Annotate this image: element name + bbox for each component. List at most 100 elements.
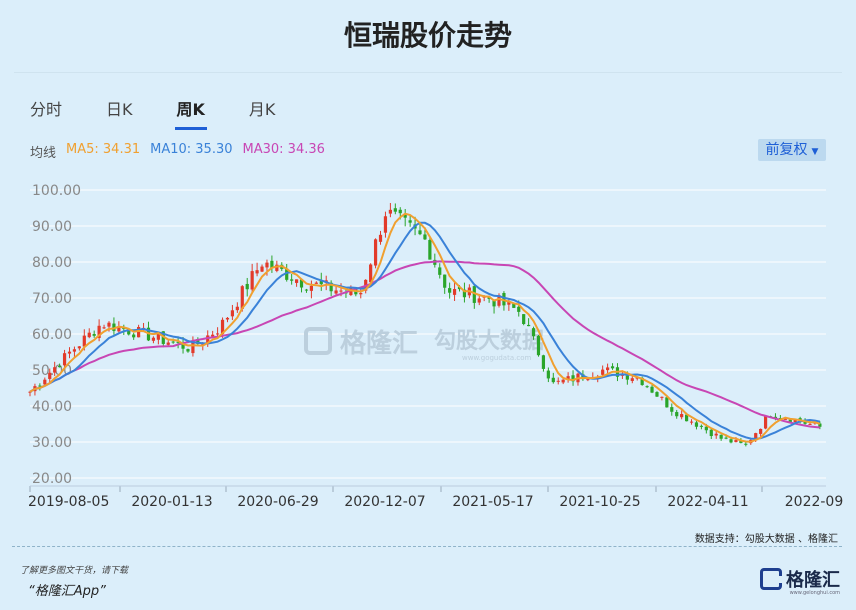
candle-body <box>536 335 541 356</box>
brand-url: www.gelonghui.com <box>789 590 840 596</box>
brand-mark-icon <box>760 568 782 590</box>
candle-body <box>220 319 225 335</box>
candle-body <box>689 421 694 423</box>
candle-body <box>270 260 274 269</box>
candle-body <box>230 310 235 317</box>
candle-body <box>28 391 32 393</box>
legend-ma10: MA10: 35.30 <box>150 142 233 157</box>
brand-logo: 格隆汇 www.gelonghui.com <box>760 566 840 596</box>
source-note: 数据支持：勾股大数据 、格隆汇 <box>694 534 838 545</box>
candle-body <box>640 377 644 386</box>
chart-title: 恒瑞股价走势 <box>343 19 512 52</box>
candle-body <box>793 419 797 423</box>
candle-body <box>675 412 679 417</box>
candle-body <box>359 293 363 295</box>
y-tick-label: 90.00 <box>32 219 72 235</box>
candle-body <box>418 230 422 235</box>
candle-body <box>408 220 412 223</box>
candle-body <box>181 342 185 349</box>
candle-body <box>191 340 195 354</box>
chevron-down-icon: ▼ <box>811 147 819 157</box>
watermark-logo-icon <box>304 327 332 355</box>
candle-body <box>403 213 407 218</box>
candle-body <box>378 234 383 242</box>
candle-body <box>43 379 47 385</box>
candle-body <box>265 262 269 268</box>
candle-body <box>112 323 116 331</box>
candle-body <box>763 416 768 429</box>
candle-body <box>176 341 180 343</box>
candle-body <box>704 426 708 431</box>
candle-body <box>665 397 669 408</box>
adjust-dropdown[interactable]: 前复权 ▼ <box>758 139 826 161</box>
candle-body <box>517 306 521 312</box>
y-tick-label: 70.00 <box>32 291 72 307</box>
watermark-url: www.gogudata.com <box>462 354 531 362</box>
x-tick-label: 2022-09 <box>785 494 844 510</box>
candle-body <box>443 274 447 288</box>
candle-body <box>561 379 565 383</box>
tab-weekly[interactable]: 周K <box>174 96 208 130</box>
candle-body <box>225 317 230 320</box>
candle-body <box>739 440 743 443</box>
candle-body <box>127 328 131 335</box>
y-tick-label: 50.00 <box>32 363 72 379</box>
candle-body <box>260 266 264 272</box>
candle-body <box>156 332 160 340</box>
candle-body <box>660 396 664 398</box>
candle-body <box>240 286 244 309</box>
candle-body <box>610 366 615 369</box>
candle-body <box>719 434 723 439</box>
candle-body <box>778 418 782 420</box>
candle-body <box>166 342 170 345</box>
candle-body <box>586 379 590 381</box>
candle-body <box>151 337 156 341</box>
legend-prefix: 均线 <box>30 146 57 161</box>
candle-body <box>48 372 52 379</box>
tab-monthly[interactable]: 月K <box>248 100 276 119</box>
candle-body <box>670 407 674 412</box>
candle-body <box>245 283 249 290</box>
candle-body <box>255 270 259 274</box>
tab-daily[interactable]: 日K <box>106 100 133 119</box>
candle-body <box>452 289 457 295</box>
candle-body <box>373 239 378 266</box>
candle-body <box>783 418 787 420</box>
period-tabs: 分时 日K 周K 月K <box>30 96 319 130</box>
candle-body <box>53 367 57 373</box>
candle-body <box>522 314 526 325</box>
candle-body <box>734 440 738 443</box>
candle-body <box>290 279 294 281</box>
watermark-right: 勾股大数据 <box>434 328 544 354</box>
candle-body <box>507 301 511 305</box>
candle-body <box>477 298 481 303</box>
candle-body <box>724 437 728 439</box>
candle-body <box>512 303 516 308</box>
candle-body <box>502 292 506 306</box>
candle-body <box>58 366 62 368</box>
candle-body <box>215 333 220 335</box>
candle-body <box>788 419 792 423</box>
candle-body <box>546 370 550 379</box>
candle-body <box>97 325 101 338</box>
candle-body <box>398 209 402 214</box>
candle-body <box>729 439 733 443</box>
candle-body <box>754 433 758 440</box>
candle-body <box>383 216 388 233</box>
candle-body <box>492 300 496 307</box>
candle-body <box>62 353 67 366</box>
candle-body <box>462 289 467 298</box>
candle-body <box>369 264 373 283</box>
candle-body <box>571 375 575 382</box>
candle-body <box>299 279 304 288</box>
candle-body <box>107 322 111 327</box>
candle-body <box>87 332 91 338</box>
tab-intraday[interactable]: 分时 <box>30 100 63 119</box>
candle-body <box>803 421 807 424</box>
candle-body <box>531 328 536 337</box>
candle-body <box>309 285 313 291</box>
candle-body <box>67 351 72 354</box>
x-tick-label: 2021-10-25 <box>559 494 640 510</box>
y-tick-label: 60.00 <box>32 327 72 343</box>
y-tick-label: 40.00 <box>32 399 72 415</box>
